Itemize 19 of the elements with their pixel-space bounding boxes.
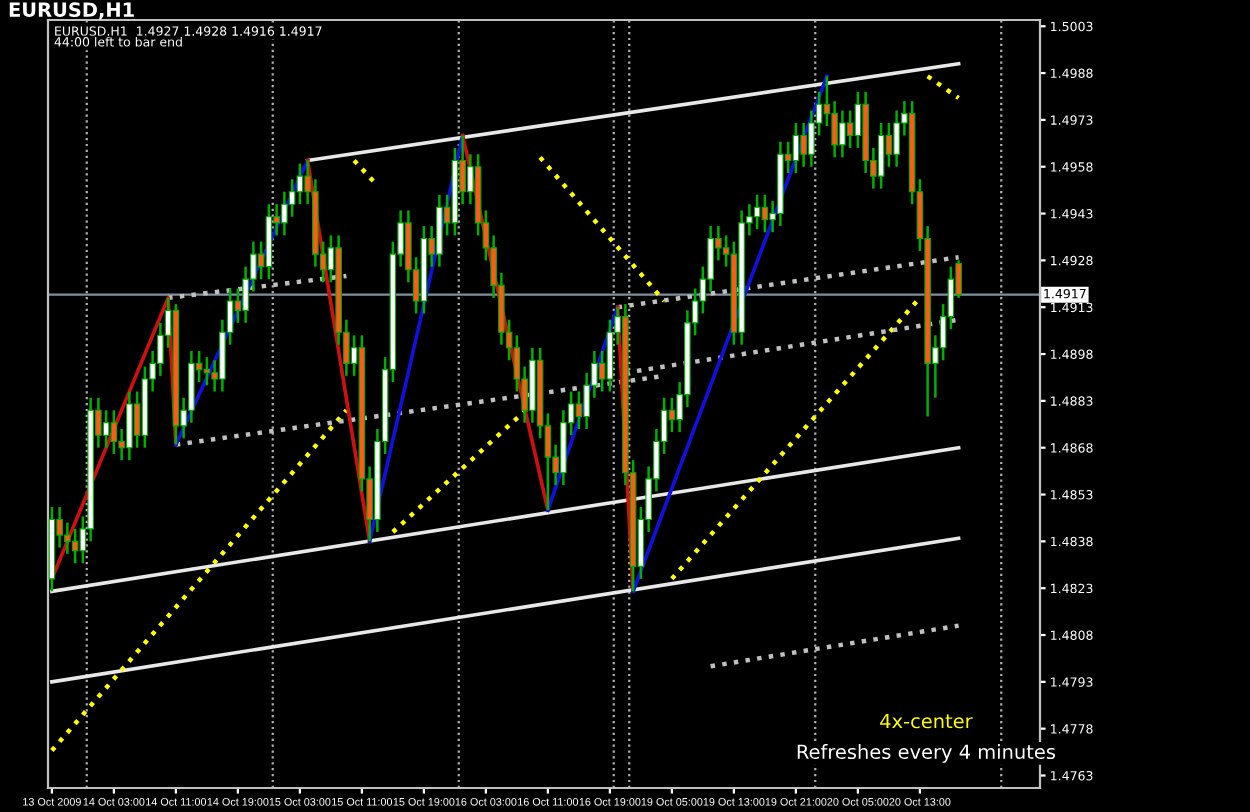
candlestick bbox=[575, 390, 583, 431]
candlestick bbox=[296, 162, 304, 206]
annotation: Refreshes every 4 minutes bbox=[797, 744, 1056, 763]
candlestick bbox=[668, 396, 676, 434]
candlestick bbox=[893, 109, 900, 168]
candlestick bbox=[203, 355, 211, 387]
candlestick bbox=[792, 121, 800, 175]
candlestick bbox=[71, 527, 79, 565]
annotation: 4x-center bbox=[880, 713, 973, 729]
candlestick bbox=[753, 193, 761, 231]
candlestick bbox=[436, 193, 443, 268]
candlestick bbox=[102, 408, 110, 449]
candlestick bbox=[846, 109, 854, 150]
candlestick bbox=[800, 121, 807, 168]
candlestick bbox=[110, 408, 118, 456]
chart-title: EURUSD,H1 bbox=[9, 2, 134, 20]
candlestick bbox=[877, 121, 885, 190]
candlestick bbox=[839, 109, 846, 159]
candlestick bbox=[126, 390, 133, 462]
